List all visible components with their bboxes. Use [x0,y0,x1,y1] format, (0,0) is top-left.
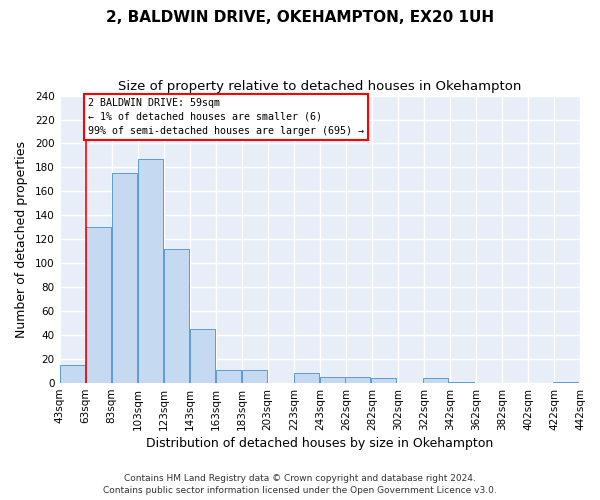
Bar [190,329,215,383]
Bar [216,370,241,383]
Title: Size of property relative to detached houses in Okehampton: Size of property relative to detached ho… [118,80,521,93]
Bar [112,174,137,383]
Bar [242,370,268,383]
Bar [164,249,190,383]
Text: 2, BALDWIN DRIVE, OKEHAMPTON, EX20 1UH: 2, BALDWIN DRIVE, OKEHAMPTON, EX20 1UH [106,10,494,25]
Bar [86,228,111,383]
Bar [449,382,474,383]
Bar [345,377,370,383]
Y-axis label: Number of detached properties: Number of detached properties [15,141,28,338]
Text: 2 BALDWIN DRIVE: 59sqm
← 1% of detached houses are smaller (6)
99% of semi-detac: 2 BALDWIN DRIVE: 59sqm ← 1% of detached … [88,98,364,136]
Bar [60,365,85,383]
Bar [553,382,578,383]
Bar [138,159,163,383]
Bar [371,378,396,383]
Text: Contains HM Land Registry data © Crown copyright and database right 2024.
Contai: Contains HM Land Registry data © Crown c… [103,474,497,495]
Bar [320,377,346,383]
X-axis label: Distribution of detached houses by size in Okehampton: Distribution of detached houses by size … [146,437,493,450]
Bar [423,378,448,383]
Bar [294,374,319,383]
